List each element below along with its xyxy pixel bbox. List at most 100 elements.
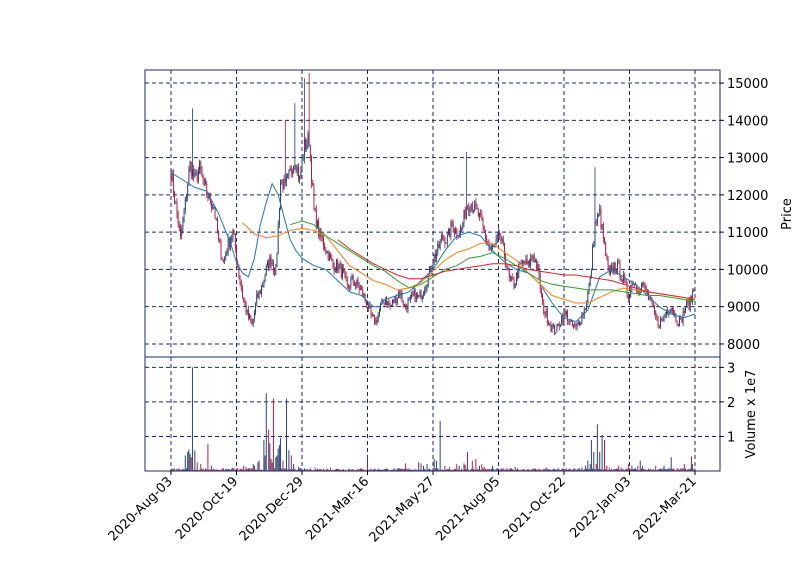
volume-bar (351, 469, 353, 471)
candle-body (417, 294, 418, 298)
volume-bar (276, 455, 278, 471)
candle-body (556, 324, 558, 333)
volume-bar (362, 468, 364, 471)
candle-body (364, 294, 366, 302)
volume-bar (556, 469, 558, 471)
volume-bar (502, 468, 504, 471)
candle-body (263, 280, 265, 286)
volume-bar (409, 469, 411, 471)
candle-body (501, 238, 503, 241)
candle-body (486, 238, 488, 241)
candle-body (178, 225, 180, 228)
volume-bar (444, 465, 446, 471)
volume-bar (239, 468, 241, 471)
volume-bar (598, 468, 600, 471)
candle-body (348, 284, 349, 288)
candle-body (199, 161, 200, 172)
candle-body (484, 231, 486, 239)
candle-body (311, 156, 312, 183)
candle-body (529, 260, 530, 266)
date-x-axis: 2020-Aug-032020-Oct-192020-Dec-292021-Ma… (106, 471, 700, 545)
candle-body (549, 324, 551, 326)
volume-bar (623, 469, 625, 471)
candle-body (583, 308, 585, 316)
x-tick-label: 2021-Aug-05 (433, 474, 503, 544)
volume-bar (340, 469, 342, 471)
volume-bar (374, 468, 376, 471)
volume-bar (478, 465, 480, 471)
volume-bar (474, 469, 476, 471)
candle-body (344, 272, 346, 275)
candle-body (177, 213, 179, 226)
volume-bar (232, 467, 234, 471)
volume-bar (592, 468, 594, 471)
candle-body (314, 207, 316, 210)
candle-body (256, 293, 258, 304)
volume-bar (495, 468, 497, 471)
candle-body (526, 258, 528, 264)
candle-body (427, 275, 429, 286)
volume-bar (640, 468, 642, 471)
volume-bar (546, 468, 548, 471)
volume-bar (449, 466, 451, 471)
candle-body (351, 275, 353, 280)
volume-bar (190, 457, 192, 471)
volume-bar (627, 464, 629, 471)
candle-body (301, 160, 303, 172)
volume-bar (542, 469, 544, 471)
volume-bar (455, 468, 457, 471)
candle-body (293, 165, 295, 174)
volume-bar (250, 468, 252, 471)
candle-body (380, 303, 382, 310)
volume-bar (372, 469, 374, 471)
candle-body (193, 169, 195, 177)
candle-body (644, 283, 646, 288)
candle-body (312, 182, 314, 186)
candle-body (663, 315, 665, 320)
candle-body (511, 276, 513, 279)
volume-bar (419, 469, 421, 471)
volume-bar (365, 469, 367, 471)
price-candles (170, 72, 696, 336)
candle-body (509, 277, 511, 279)
candle-body (448, 229, 449, 236)
volume-bar (170, 469, 172, 471)
volume-bar (669, 468, 671, 471)
volume-bar (241, 469, 243, 471)
candle-body (437, 244, 439, 254)
volume-bar (326, 468, 328, 471)
volume-bar (297, 466, 299, 471)
volume-bar (634, 468, 636, 471)
volume-bar (207, 444, 209, 471)
candle-body (175, 202, 177, 203)
volume-bar (288, 450, 290, 471)
volume-bar (656, 469, 658, 471)
volume-bar (605, 468, 607, 471)
candle-body (258, 291, 260, 298)
candle-body (219, 240, 221, 243)
candle-body (273, 263, 274, 271)
candle-body (673, 311, 674, 316)
candle-body (408, 299, 410, 301)
candle-body (180, 227, 181, 236)
volume-bar (475, 458, 477, 471)
candle-body (269, 256, 271, 269)
candle-body (617, 262, 619, 273)
candle-body (361, 288, 362, 290)
volume-bar (412, 469, 414, 471)
volume-bar (237, 468, 239, 471)
candle-body (331, 257, 333, 261)
volume-bar (426, 464, 428, 471)
volume-bar (650, 468, 652, 471)
volume-bar (658, 468, 660, 471)
candle-body (451, 222, 453, 225)
volume-bar (668, 468, 670, 471)
volume-bar (370, 468, 372, 471)
candle-body (664, 314, 666, 316)
candle-body (504, 243, 505, 257)
volume-bar (352, 469, 354, 471)
candle-body (660, 319, 661, 327)
volume-bar (383, 469, 385, 471)
volume-bar (317, 468, 318, 471)
